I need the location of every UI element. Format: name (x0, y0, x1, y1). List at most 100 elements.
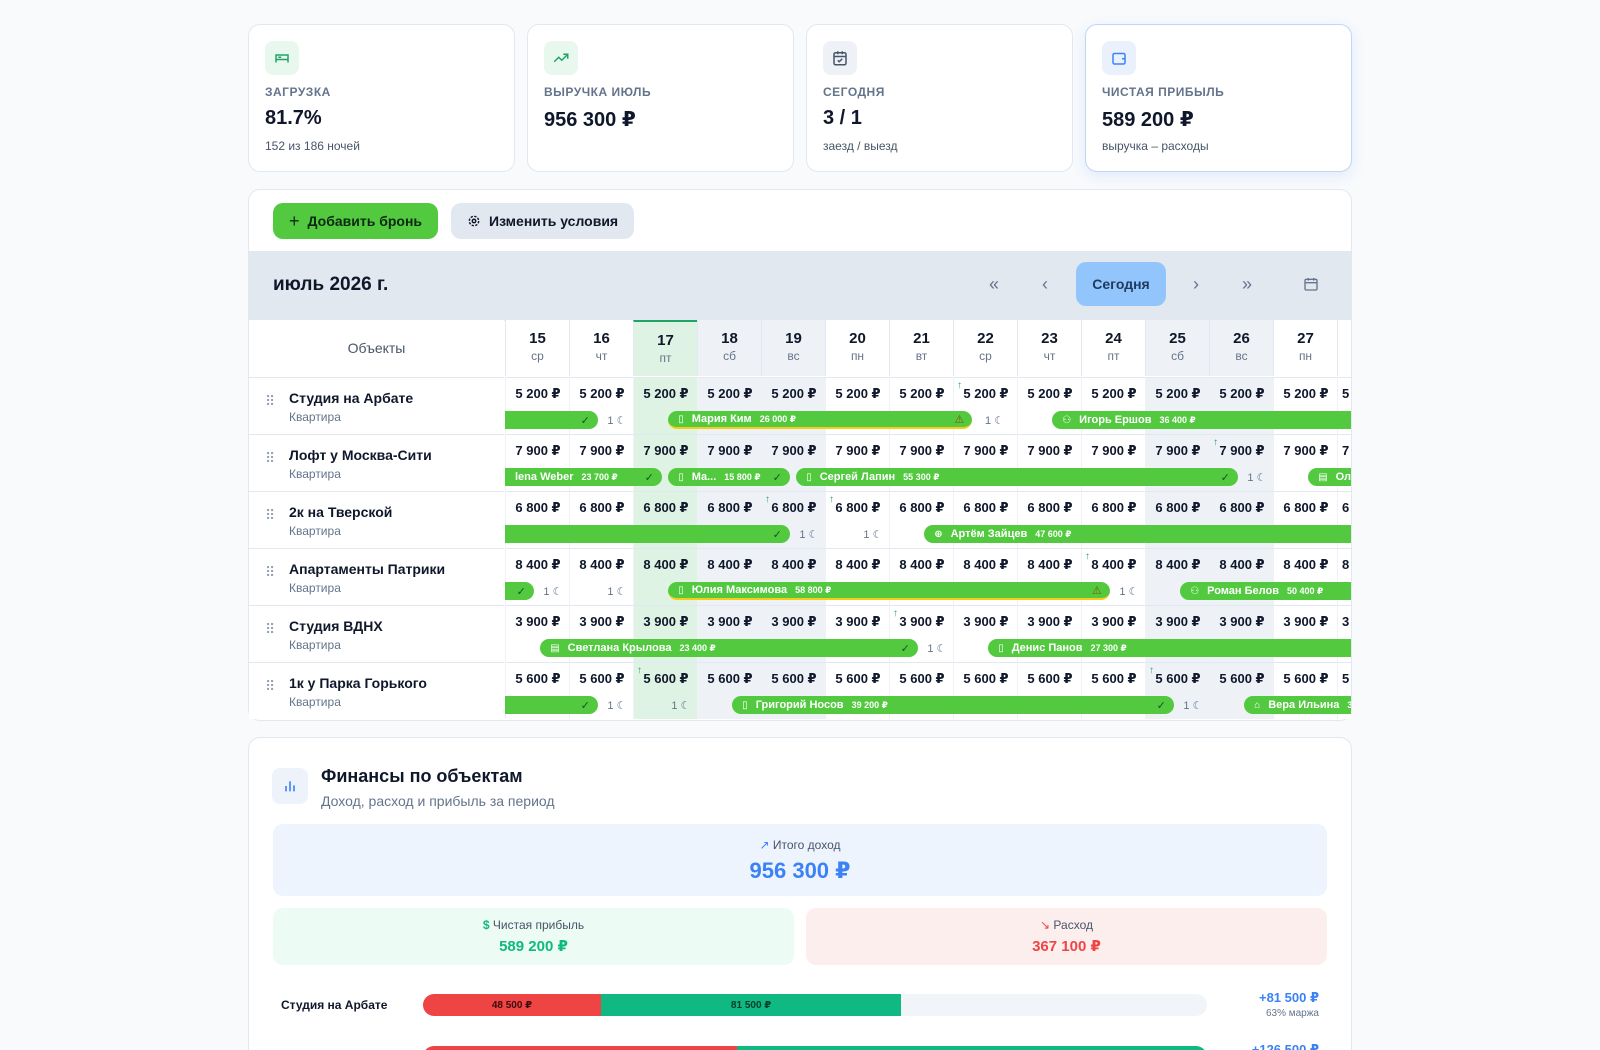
day-weekday: пт (1082, 349, 1145, 363)
price-value: 7 900 ₽ (1082, 443, 1146, 459)
drag-handle-icon[interactable]: ⠿ (265, 626, 275, 632)
booking-amount: 23 400 ₽ (679, 643, 715, 654)
moon-icon: ☾ (1129, 586, 1139, 598)
price-value: 5 200 ₽ (954, 386, 1018, 402)
booking-bar[interactable]: ⚇ Игорь Ершов 36 400 ₽ (1052, 411, 1351, 429)
booking-bar[interactable]: ✓ (505, 525, 790, 543)
booking-bar[interactable]: ▯ Ма... 15 800 ₽ ✓ (668, 468, 790, 486)
price-value: 6 800 ₽ (1018, 500, 1082, 516)
phone-icon: ▯ (678, 585, 684, 596)
income-value: 956 300 ₽ (273, 858, 1327, 884)
property-type: Квартира (289, 410, 341, 424)
price-value: 5 600 ₽ (1082, 671, 1146, 687)
check-icon: ✓ (773, 528, 782, 541)
property-row-label[interactable]: ⠿ 1к у Парка Горького Квартира (249, 662, 504, 719)
property-row-label[interactable]: ⠿ Студия на Арбате Квартира (249, 377, 504, 434)
stat-label: СЕГОДНЯ (823, 85, 885, 99)
edit-conditions-button[interactable]: Изменить условия (451, 203, 634, 239)
add-booking-label: Добавить бронь (308, 213, 423, 229)
day-number: 24 (1082, 330, 1145, 347)
stat-icon-box (544, 41, 578, 75)
prev-button[interactable]: ‹ (1025, 262, 1065, 306)
price-value: 5 600 ₽ (826, 671, 890, 687)
booking-bar[interactable]: ⊕ Артём Зайцев 47 600 ₽ (924, 525, 1351, 543)
property-name: Апартаменты Патрики (289, 561, 445, 577)
property-row-label[interactable]: ⠿ Лофт у Москва-Сити Квартира (249, 434, 504, 491)
day-number: 17 (634, 332, 697, 349)
booking-bar[interactable]: ✓ (505, 411, 598, 429)
booking-bar[interactable]: ✓ (505, 696, 598, 714)
booking-bar[interactable]: ▤ Оль (1308, 468, 1351, 486)
moon-icon: ☾ (553, 586, 563, 598)
profit-label: Чистая прибыль (493, 918, 584, 932)
property-type: Квартира (289, 581, 341, 595)
stat-icon-box (823, 41, 857, 75)
booking-bar[interactable]: ⌂ Вера Ильина 33 (1244, 696, 1351, 714)
property-type: Квартира (289, 695, 341, 709)
price-value: 5 200 ₽ (762, 386, 826, 402)
booking-bar[interactable]: ▯ Юлия Максимова 58 800 ₽ ⚠ (668, 582, 1110, 600)
today-button[interactable]: Сегодня (1076, 262, 1166, 306)
price-value: 6 800 ₽ (1274, 500, 1338, 516)
property-row-label[interactable]: ⠿ Студия ВДНХ Квартира (249, 605, 504, 662)
check-icon: ✓ (581, 414, 590, 427)
price-value: 6 800 ₽ (890, 500, 954, 516)
first-page-button[interactable]: « (974, 262, 1014, 306)
booking-bar[interactable]: ▯ Сергей Лапин 55 300 ₽ ✓ (796, 468, 1238, 486)
booking-bar[interactable]: ▯ Григорий Носов 39 200 ₽ ✓ (732, 696, 1174, 714)
trending-down-icon: ↘ (1040, 918, 1050, 932)
finance-subtitle: Доход, расход и прибыль за период (321, 793, 555, 809)
booking-bar[interactable]: ▤ Светлана Крылова 23 400 ₽ ✓ (540, 639, 918, 657)
moon-icon: ☾ (937, 643, 947, 655)
next-button[interactable]: › (1176, 262, 1216, 306)
drag-handle-icon[interactable]: ⠿ (265, 683, 275, 689)
day-weekday: вт (890, 349, 953, 363)
price-value: 7 900 ₽ (762, 443, 826, 459)
price-value: 5 200 ₽ (634, 386, 698, 402)
stat-sub: заезд / выезд (823, 139, 897, 153)
price-value: 5 600 ₽ (890, 671, 954, 687)
guest-name: lena Weber (515, 471, 574, 483)
booking-bar[interactable]: ✓ (505, 582, 534, 600)
price-value: 5 600 ₽ (954, 671, 1018, 687)
price-value-partial: 8 (1342, 557, 1349, 572)
gap-nights: 1 ☾ (985, 414, 1004, 427)
stat-icon-box (265, 41, 299, 75)
price-value: 8 400 ₽ (762, 557, 826, 573)
booking-amount: 36 400 ₽ (1159, 415, 1195, 426)
drag-handle-icon[interactable]: ⠿ (265, 569, 275, 575)
price-value: 3 900 ₽ (762, 614, 826, 630)
user-icon: ⚇ (1190, 586, 1199, 597)
booking-bar[interactable]: ⚇ Роман Белов 50 400 ₽ (1180, 582, 1351, 600)
stat-label: ЧИСТАЯ ПРИБЫЛЬ (1102, 85, 1224, 99)
booking-bar[interactable]: ▯ Мария Ким 26 000 ₽ ⚠ (668, 411, 972, 429)
gap-nights: 1 ☾ (607, 414, 626, 427)
price-value: 7 900 ₽ (698, 443, 762, 459)
drag-handle-icon[interactable]: ⠿ (265, 455, 275, 461)
user-icon: ⚇ (1062, 415, 1071, 426)
day-weekday: пт (634, 351, 697, 365)
income-segment-label: 81 500 ₽ (731, 1000, 771, 1011)
day-header-20: 20 пн (825, 320, 889, 376)
price-value: 7 900 ₽ (1018, 443, 1082, 459)
gap-count: 1 (543, 586, 549, 598)
booking-bar[interactable]: ▯ Денис Панов 27 300 ₽ (988, 639, 1351, 657)
drag-handle-icon[interactable]: ⠿ (265, 398, 275, 404)
day-header-27: 27 пн (1273, 320, 1337, 376)
property-row-label[interactable]: ⠿ Апартаменты Патрики Квартира (249, 548, 504, 605)
price-value-partial: 3 (1342, 614, 1349, 629)
home-icon: ⌂ (1254, 700, 1260, 711)
add-booking-button[interactable]: + Добавить бронь (273, 203, 438, 239)
moon-icon: ☾ (617, 700, 627, 712)
drag-handle-icon[interactable]: ⠿ (265, 512, 275, 518)
booking-bar[interactable]: lena Weber 23 700 ₽ ✓ (505, 468, 662, 486)
finance-bar-track: 48 500 ₽ 81 500 ₽ (423, 994, 1207, 1016)
last-page-button[interactable]: » (1227, 262, 1267, 306)
calendar-icon (1303, 276, 1319, 292)
row-margin: 63% маржа (1266, 1008, 1319, 1019)
price-value: 5 600 ₽ (1274, 671, 1338, 687)
booking-amount: 26 000 ₽ (760, 414, 796, 425)
property-row-label[interactable]: ⠿ 2к на Тверской Квартира (249, 491, 504, 548)
check-icon: ✓ (1221, 471, 1230, 484)
calendar-picker-button[interactable] (1291, 262, 1331, 306)
